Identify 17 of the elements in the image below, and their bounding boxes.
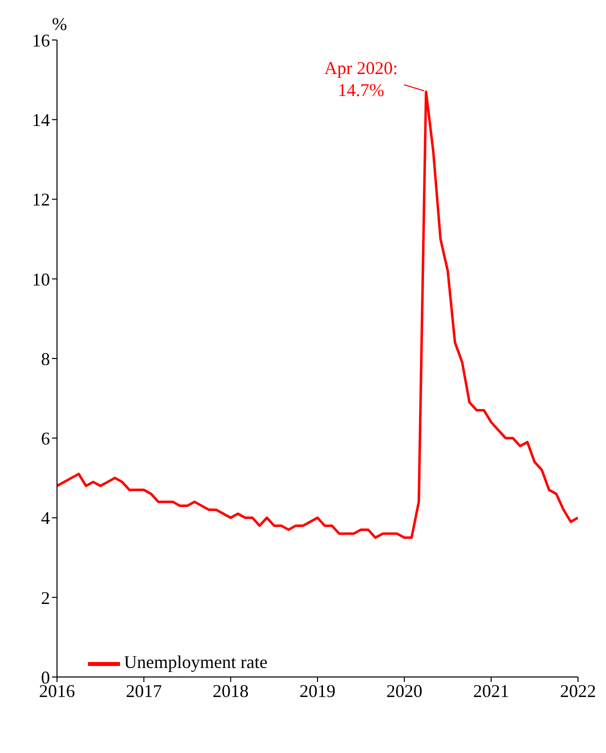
y-tick-label: 2 <box>41 588 50 608</box>
x-tick-label: 2018 <box>212 680 249 701</box>
x-tick-label: 2019 <box>300 680 336 701</box>
x-tick-label: 2017 <box>126 680 162 701</box>
x-tick-label: 2020 <box>386 680 422 701</box>
y-tick-label: 16 <box>32 30 50 50</box>
y-tick-label: 8 <box>41 348 50 369</box>
y-tick-label: 14 <box>32 110 50 130</box>
y-tick-label: 10 <box>32 269 50 290</box>
legend-label: Unemployment rate <box>124 652 268 672</box>
y-tick-label: 4 <box>41 508 50 528</box>
y-tick-label: 6 <box>41 428 50 449</box>
x-tick-label: 2021 <box>473 680 510 701</box>
y-axis-title: % <box>52 14 67 35</box>
x-tick-label: 2022 <box>560 680 596 701</box>
y-tick-label: 12 <box>32 190 50 210</box>
annotation: Apr 2020: 14.7% <box>324 58 398 100</box>
